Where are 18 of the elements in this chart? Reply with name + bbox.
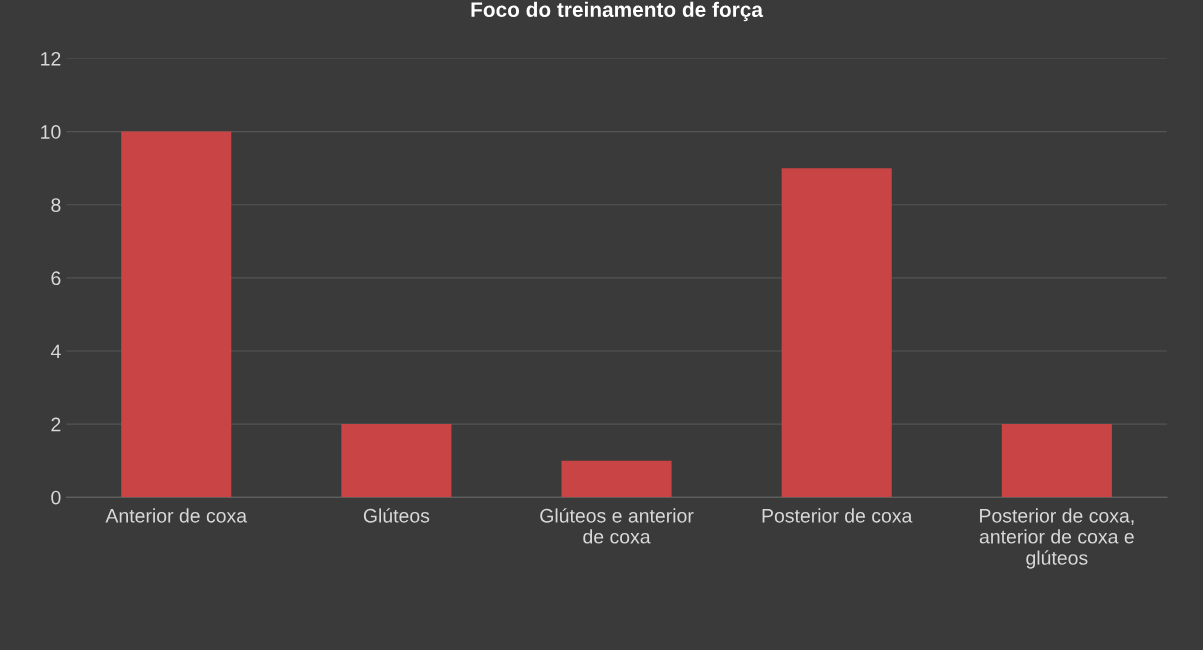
bar — [121, 131, 232, 498]
bar — [781, 168, 892, 498]
y-tick-label: 10 — [41, 125, 61, 139]
y-tick-label: 6 — [51, 271, 61, 286]
bar — [1001, 424, 1112, 498]
y-tick-label: 4 — [50, 344, 61, 359]
x-tick-label: Posterior de coxa, anterior de coxa e glúteos — [979, 508, 1134, 569]
y-tick-label: 12 — [41, 51, 61, 66]
x-tick-label: Posterior de coxa — [762, 508, 913, 523]
y-tick-label: 0 — [51, 490, 61, 505]
x-tick-label: Anterior de coxa — [105, 508, 248, 523]
chart-title: Foco do treinamento de força — [471, 1, 764, 22]
bar — [561, 460, 672, 498]
y-tick-label: 2 — [51, 417, 61, 432]
x-tick-label: Glúteos e anterior de coxa — [540, 508, 694, 544]
x-tick-label: Glúteos — [363, 508, 430, 523]
y-tick-label: 8 — [51, 198, 61, 212]
bar — [341, 424, 452, 498]
